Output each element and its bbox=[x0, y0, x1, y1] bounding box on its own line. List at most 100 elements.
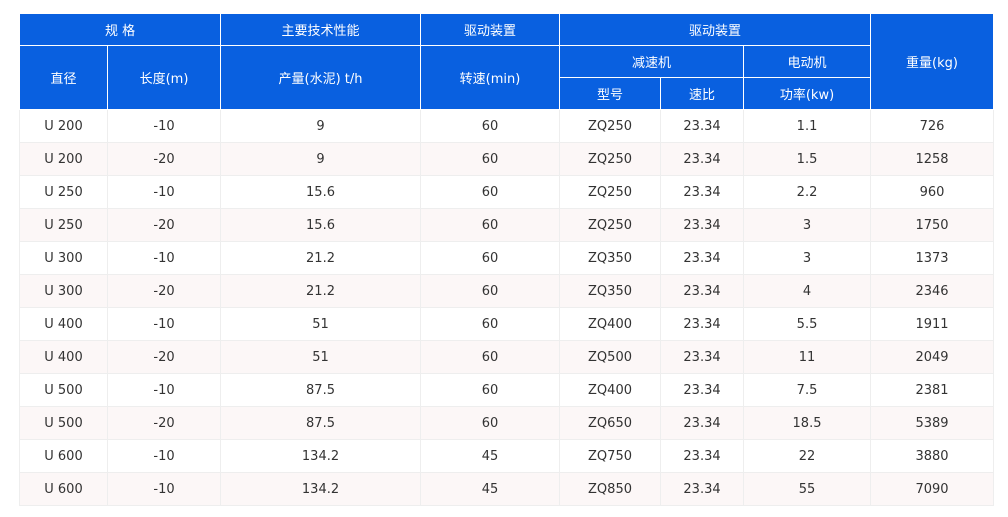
cell-power: 5.5 bbox=[743, 307, 872, 341]
cell-length: -10 bbox=[106, 472, 222, 506]
cell-model: ZQ250 bbox=[559, 175, 662, 209]
cell-length: -20 bbox=[106, 208, 222, 242]
header-drive-group: 驱动装置 bbox=[559, 13, 872, 46]
header-reducer: 减速机 bbox=[559, 45, 745, 78]
cell-model: ZQ250 bbox=[559, 142, 662, 176]
cell-output: 21.2 bbox=[220, 241, 422, 275]
cell-ratio: 23.34 bbox=[660, 472, 745, 506]
cell-power: 1.1 bbox=[743, 109, 872, 143]
header-diameter: 直径 bbox=[19, 45, 108, 110]
cell-length: -20 bbox=[106, 406, 222, 440]
cell-diameter: U 300 bbox=[19, 241, 108, 275]
table-row: U 300 -10 21.2 60 ZQ350 23.34 3 1373 bbox=[19, 241, 995, 275]
cell-model: ZQ750 bbox=[559, 439, 662, 473]
cell-ratio: 23.34 bbox=[660, 208, 745, 242]
cell-length: -10 bbox=[106, 175, 222, 209]
cell-model: ZQ250 bbox=[559, 109, 662, 143]
cell-output: 9 bbox=[220, 142, 422, 176]
cell-weight: 2049 bbox=[870, 340, 995, 374]
cell-ratio: 23.34 bbox=[660, 439, 745, 473]
table-row: U 400 -20 51 60 ZQ500 23.34 11 2049 bbox=[19, 340, 995, 374]
cell-length: -10 bbox=[106, 109, 222, 143]
cell-power: 22 bbox=[743, 439, 872, 473]
cell-ratio: 23.34 bbox=[660, 109, 745, 143]
header-power: 功率(kw) bbox=[743, 77, 872, 110]
cell-length: -20 bbox=[106, 340, 222, 374]
header-spec: 规 格 bbox=[18, 13, 222, 46]
cell-weight: 5389 bbox=[870, 406, 995, 440]
cell-output: 134.2 bbox=[220, 439, 422, 473]
cell-diameter: U 400 bbox=[19, 307, 108, 341]
cell-diameter: U 250 bbox=[19, 208, 108, 242]
cell-ratio: 23.34 bbox=[660, 340, 745, 374]
cell-power: 55 bbox=[743, 472, 872, 506]
cell-ratio: 23.34 bbox=[660, 241, 745, 275]
cell-model: ZQ400 bbox=[559, 307, 662, 341]
cell-power: 18.5 bbox=[743, 406, 872, 440]
cell-diameter: U 600 bbox=[19, 472, 108, 506]
spec-table: 规 格 主要技术性能 驱动装置 驱动装置 重量(kg) 直径 长度(m) 产量(… bbox=[18, 13, 995, 506]
cell-diameter: U 300 bbox=[19, 274, 108, 308]
cell-length: -10 bbox=[106, 373, 222, 407]
cell-weight: 726 bbox=[870, 109, 995, 143]
header-length: 长度(m) bbox=[106, 45, 222, 110]
cell-output: 134.2 bbox=[220, 472, 422, 506]
cell-model: ZQ350 bbox=[559, 241, 662, 275]
cell-speed: 60 bbox=[420, 307, 561, 341]
cell-speed: 60 bbox=[420, 109, 561, 143]
cell-power: 7.5 bbox=[743, 373, 872, 407]
cell-ratio: 23.34 bbox=[660, 142, 745, 176]
cell-model: ZQ400 bbox=[559, 373, 662, 407]
cell-model: ZQ650 bbox=[559, 406, 662, 440]
cell-weight: 1911 bbox=[870, 307, 995, 341]
header-output: 产量(水泥) t/h bbox=[220, 45, 422, 110]
table-row: U 200 -20 9 60 ZQ250 23.34 1.5 1258 bbox=[19, 142, 995, 176]
cell-speed: 45 bbox=[420, 472, 561, 506]
cell-diameter: U 200 bbox=[19, 109, 108, 143]
header-speed: 转速(min) bbox=[420, 45, 561, 110]
table-row: U 500 -20 87.5 60 ZQ650 23.34 18.5 5389 bbox=[19, 406, 995, 440]
header-model: 型号 bbox=[559, 77, 662, 110]
cell-diameter: U 200 bbox=[19, 142, 108, 176]
table-row: U 300 -20 21.2 60 ZQ350 23.34 4 2346 bbox=[19, 274, 995, 308]
cell-speed: 60 bbox=[420, 340, 561, 374]
cell-length: -20 bbox=[106, 274, 222, 308]
cell-ratio: 23.34 bbox=[660, 406, 745, 440]
cell-speed: 60 bbox=[420, 406, 561, 440]
cell-length: -20 bbox=[106, 142, 222, 176]
cell-weight: 1373 bbox=[870, 241, 995, 275]
cell-power: 3 bbox=[743, 241, 872, 275]
cell-power: 1.5 bbox=[743, 142, 872, 176]
cell-output: 21.2 bbox=[220, 274, 422, 308]
cell-speed: 60 bbox=[420, 175, 561, 209]
cell-speed: 60 bbox=[420, 208, 561, 242]
table-row: U 600 -10 134.2 45 ZQ750 23.34 22 3880 bbox=[19, 439, 995, 473]
table-row: U 250 -20 15.6 60 ZQ250 23.34 3 1750 bbox=[19, 208, 995, 242]
cell-output: 51 bbox=[220, 307, 422, 341]
cell-output: 9 bbox=[220, 109, 422, 143]
header-weight: 重量(kg) bbox=[870, 13, 995, 110]
cell-diameter: U 500 bbox=[19, 373, 108, 407]
cell-model: ZQ350 bbox=[559, 274, 662, 308]
cell-speed: 60 bbox=[420, 274, 561, 308]
cell-weight: 3880 bbox=[870, 439, 995, 473]
header-ratio: 速比 bbox=[660, 77, 745, 110]
cell-ratio: 23.34 bbox=[660, 274, 745, 308]
cell-length: -10 bbox=[106, 439, 222, 473]
cell-output: 51 bbox=[220, 340, 422, 374]
cell-diameter: U 600 bbox=[19, 439, 108, 473]
cell-weight: 7090 bbox=[870, 472, 995, 506]
cell-model: ZQ850 bbox=[559, 472, 662, 506]
cell-ratio: 23.34 bbox=[660, 373, 745, 407]
header-drive: 驱动装置 bbox=[420, 13, 561, 46]
cell-ratio: 23.34 bbox=[660, 175, 745, 209]
cell-output: 87.5 bbox=[220, 373, 422, 407]
cell-diameter: U 250 bbox=[19, 175, 108, 209]
header-performance: 主要技术性能 bbox=[220, 13, 422, 46]
cell-power: 11 bbox=[743, 340, 872, 374]
table-row: U 200 -10 9 60 ZQ250 23.34 1.1 726 bbox=[19, 109, 995, 143]
cell-weight: 2381 bbox=[870, 373, 995, 407]
cell-model: ZQ250 bbox=[559, 208, 662, 242]
cell-weight: 1750 bbox=[870, 208, 995, 242]
table-row: U 600 -10 134.2 45 ZQ850 23.34 55 7090 bbox=[19, 472, 995, 506]
